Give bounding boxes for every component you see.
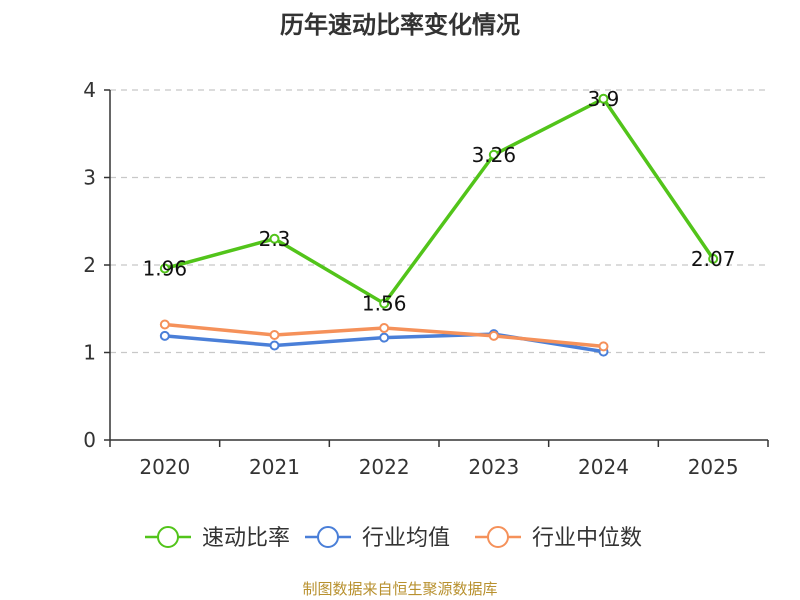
legend-marker-icon bbox=[317, 526, 339, 548]
chart-title: 历年速动比率变化情况 bbox=[280, 11, 520, 39]
data-point bbox=[488, 330, 499, 341]
data-point bbox=[598, 341, 609, 352]
y-tick-label: 4 bbox=[83, 78, 96, 102]
y-tick-label: 0 bbox=[83, 428, 96, 452]
data-point bbox=[269, 330, 280, 340]
data-point bbox=[269, 340, 280, 351]
data-point bbox=[379, 298, 390, 309]
x-tick-label: 2020 bbox=[139, 455, 190, 479]
axes: 0 1 2 3 4 2020 2021 2022 2023 2024 2025 bbox=[83, 78, 769, 479]
y-tick-label: 2 bbox=[83, 253, 96, 277]
x-tick-label: 2024 bbox=[578, 455, 629, 479]
data-point bbox=[269, 233, 280, 244]
series-line bbox=[163, 97, 715, 306]
x-tick-label: 2023 bbox=[468, 455, 519, 479]
data-point bbox=[159, 330, 170, 341]
legend-marker-icon bbox=[157, 526, 179, 548]
x-tick-label: 2022 bbox=[359, 455, 410, 479]
data-labels: 1.96 2.3 1.56 3.26 3.9 2.07 bbox=[143, 87, 736, 316]
data-point bbox=[379, 323, 390, 333]
data-point bbox=[379, 332, 390, 343]
legend-label: 速动比率 bbox=[202, 526, 290, 551]
data-label: 2.3 bbox=[259, 227, 291, 251]
data-point bbox=[159, 263, 170, 274]
series-layer bbox=[159, 93, 719, 357]
y-tick-label: 3 bbox=[83, 166, 96, 190]
data-point bbox=[488, 149, 499, 160]
data-label: 3.26 bbox=[472, 143, 517, 167]
data-label: 2.07 bbox=[691, 247, 736, 271]
legend-item[interactable]: 行业均值 bbox=[305, 526, 450, 551]
legend-item[interactable]: 速动比率 bbox=[145, 526, 290, 551]
x-tick-label: 2021 bbox=[249, 455, 300, 479]
data-point bbox=[598, 93, 609, 104]
data-label: 1.96 bbox=[143, 257, 188, 281]
legend[interactable]: 速动比率 行业均值 行业中位数 bbox=[145, 526, 642, 551]
data-point bbox=[159, 319, 170, 330]
data-label: 3.9 bbox=[588, 87, 620, 111]
legend-item[interactable]: 行业中位数 bbox=[475, 526, 642, 551]
data-point bbox=[708, 253, 719, 264]
legend-label: 行业中位数 bbox=[532, 526, 642, 551]
legend-marker-icon bbox=[487, 526, 509, 548]
source-note: 制图数据来自恒生聚源数据库 bbox=[302, 580, 497, 598]
grid-lines bbox=[110, 89, 768, 354]
x-tick-label: 2025 bbox=[688, 455, 739, 479]
y-tick-label: 1 bbox=[83, 341, 96, 365]
data-label: 1.56 bbox=[362, 292, 407, 316]
legend-label: 行业均值 bbox=[362, 526, 450, 551]
